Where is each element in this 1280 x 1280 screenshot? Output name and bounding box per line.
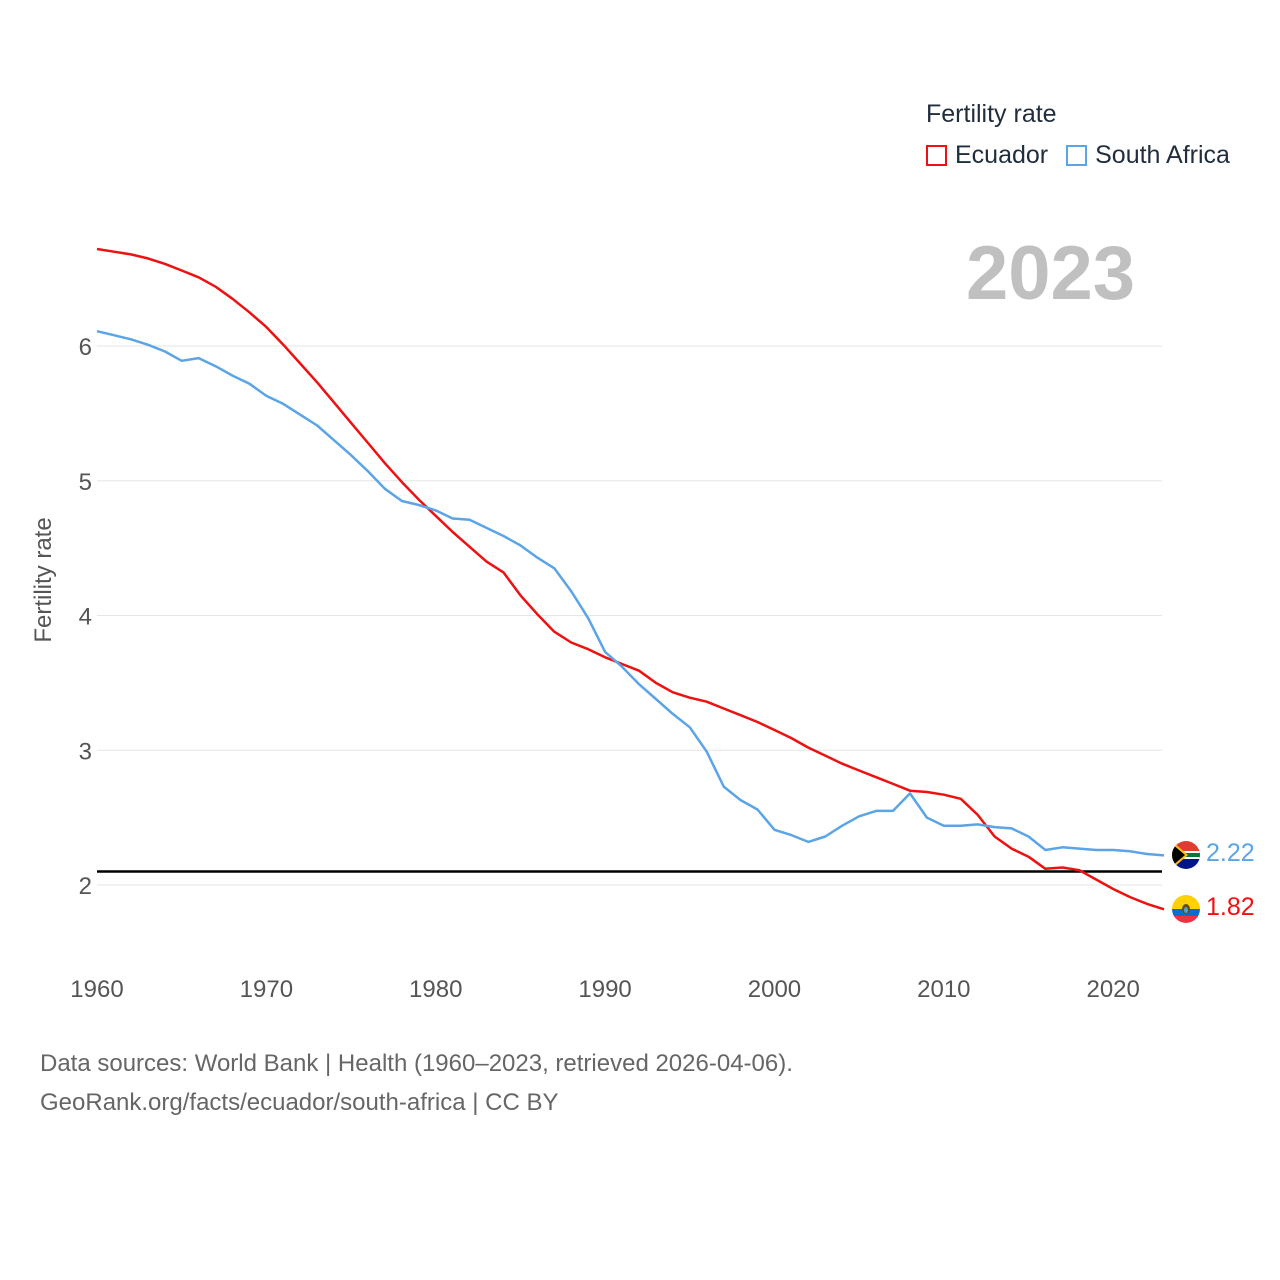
source-note: Data sources: World Bank | Health (1960–… bbox=[40, 1044, 793, 1122]
x-tick-label: 2000 bbox=[748, 976, 801, 1003]
x-tick-label: 1960 bbox=[70, 976, 123, 1003]
series-line-ecuador bbox=[96, 247, 1165, 911]
legend: Ecuador South Africa bbox=[926, 141, 1248, 170]
x-tick-label: 1970 bbox=[240, 976, 293, 1003]
y-tick-label: 2 bbox=[79, 873, 92, 900]
y-axis-ticks: 2 3 4 5 6 bbox=[79, 334, 92, 900]
legend-title: Fertility rate bbox=[926, 100, 1057, 128]
x-axis-ticks: 1960 1970 1980 1990 2000 2010 2020 bbox=[70, 976, 1140, 1003]
x-tick-label: 1990 bbox=[578, 976, 631, 1003]
y-axis-label: Fertility rate bbox=[30, 517, 57, 642]
series-lines bbox=[96, 247, 1165, 911]
south-africa-swatch-icon bbox=[1066, 145, 1088, 166]
legend-label-south-africa: South Africa bbox=[1095, 141, 1230, 169]
legend-label-ecuador: Ecuador bbox=[955, 141, 1049, 169]
y-tick-label: 3 bbox=[79, 738, 92, 765]
source-line-1: Data sources: World Bank | Health (1960–… bbox=[40, 1050, 793, 1077]
source-link[interactable]: GeoRank.org/facts/ecuador/south-africa |… bbox=[40, 1089, 559, 1116]
series-line-south-africa bbox=[96, 329, 1165, 857]
x-tick-label: 2010 bbox=[917, 976, 970, 1003]
x-tick-label: 1980 bbox=[409, 976, 462, 1003]
south-africa-flag-icon bbox=[1172, 841, 1200, 869]
y-tick-label: 4 bbox=[79, 604, 92, 631]
ecuador-swatch-icon bbox=[926, 145, 947, 166]
gridlines bbox=[97, 345, 1162, 886]
y-tick-label: 5 bbox=[79, 469, 92, 496]
x-tick-label: 2020 bbox=[1086, 976, 1139, 1003]
legend-item-ecuador[interactable]: Ecuador bbox=[926, 141, 1048, 170]
legend-item-south-africa[interactable]: South Africa bbox=[1066, 141, 1230, 170]
y-tick-label: 6 bbox=[79, 334, 92, 361]
ecuador-end-label: 1.82 bbox=[1206, 893, 1255, 921]
year-label: 2023 bbox=[966, 231, 1136, 316]
ecuador-flag-icon bbox=[1172, 895, 1200, 923]
south-africa-end-label: 2.22 bbox=[1206, 839, 1255, 867]
